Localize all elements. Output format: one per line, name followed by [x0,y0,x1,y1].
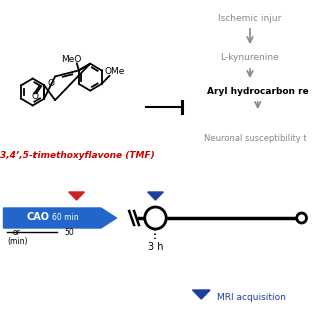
Circle shape [145,207,166,229]
Text: MRI acquisition: MRI acquisition [217,293,286,302]
Text: O: O [47,79,54,88]
Text: OMe: OMe [104,68,124,76]
Text: CAO: CAO [26,212,49,222]
Text: Neuronal susceptibility t: Neuronal susceptibility t [204,133,306,142]
Circle shape [297,213,307,223]
Text: 50: 50 [64,228,74,236]
Text: 3,4’,5-t: 3,4’,5-t [0,150,36,159]
Text: Aryl hydrocarbon re: Aryl hydrocarbon re [207,86,309,95]
Text: L-kynurenine: L-kynurenine [220,52,279,61]
Text: MeO: MeO [61,55,81,64]
Text: rimethoxyflavone (TMF): rimethoxyflavone (TMF) [33,150,155,159]
FancyArrow shape [4,208,116,228]
Text: Ischemic injur: Ischemic injur [218,13,282,22]
Polygon shape [69,192,84,200]
Polygon shape [148,192,163,200]
Text: 3 h: 3 h [148,242,163,252]
Text: or: or [12,228,20,236]
Polygon shape [193,290,210,299]
Text: O: O [32,92,39,101]
Text: (min): (min) [7,236,28,245]
Text: 60 min: 60 min [52,212,78,221]
